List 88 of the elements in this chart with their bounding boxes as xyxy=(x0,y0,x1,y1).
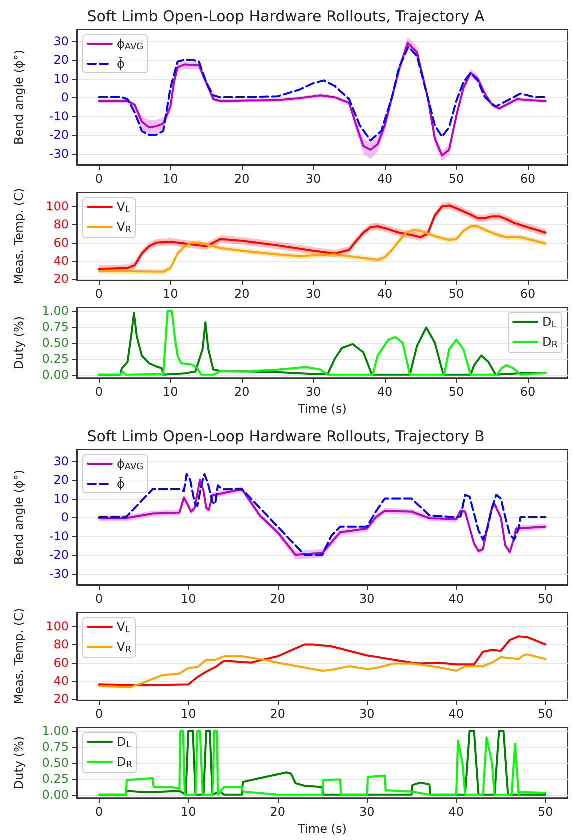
x-tick-label: 40 xyxy=(448,592,464,606)
y-tick-label: 0.00 xyxy=(42,788,69,802)
x-tick-label: 0 xyxy=(96,805,104,820)
x-tick-label: 30 xyxy=(359,707,375,721)
y-axis-title: Bend angle (ϕ°) xyxy=(12,470,26,566)
y-tick-label: 1.00 xyxy=(42,304,69,318)
x-tick-label: 30 xyxy=(306,385,322,400)
chart-title: Soft Limb Open-Loop Hardware Rollouts, Trajectory B xyxy=(87,428,485,446)
x-tick-label: 50 xyxy=(448,287,464,301)
y-tick-label: 80 xyxy=(54,218,69,232)
x-tick-label: 30 xyxy=(359,592,375,606)
y-tick-label: 80 xyxy=(54,638,69,652)
y-tick-label: 1.00 xyxy=(42,724,69,738)
x-axis-title: Time (s) xyxy=(297,402,347,416)
y-tick-label: -20 xyxy=(49,128,69,142)
y-axis-title: Duty (%) xyxy=(12,316,26,370)
y-tick-label: 60 xyxy=(54,236,69,250)
y-tick-label: -30 xyxy=(49,566,69,581)
y-tick-label: 0.50 xyxy=(42,336,69,350)
y-axis-title: Meas. Temp. (C) xyxy=(12,608,26,705)
x-tick-label: 10 xyxy=(162,287,178,301)
y-tick-label: -10 xyxy=(49,529,69,544)
legend-label: ϕ̄ xyxy=(117,476,125,491)
x-tick-label: 40 xyxy=(377,172,393,186)
legend-label: ϕ̄ xyxy=(117,56,125,71)
x-tick-label: 0 xyxy=(96,707,104,721)
y-tick-label: 0 xyxy=(61,90,69,104)
x-tick-label: 30 xyxy=(306,287,322,301)
y-tick-label: 40 xyxy=(54,674,69,688)
y-tick-label: 0 xyxy=(61,510,69,524)
x-axis-title: Time (s) xyxy=(297,822,347,836)
x-tick-label: 30 xyxy=(306,172,322,186)
x-tick-label: 60 xyxy=(520,385,536,400)
y-tick-label: 30 xyxy=(54,34,69,48)
y-tick-label: 100 xyxy=(46,200,69,214)
y-axis-title: Duty (%) xyxy=(12,736,26,790)
y-tick-label: -20 xyxy=(49,548,69,562)
y-tick-label: 0.75 xyxy=(42,740,69,754)
x-tick-label: 10 xyxy=(180,805,196,820)
x-tick-label: 0 xyxy=(95,172,103,186)
x-tick-label: 40 xyxy=(448,805,464,820)
y-tick-label: 20 xyxy=(54,53,69,67)
y-tick-label: -30 xyxy=(49,146,69,161)
x-tick-label: 0 xyxy=(96,592,104,606)
x-tick-label: 10 xyxy=(180,707,196,721)
x-tick-label: 10 xyxy=(162,385,178,400)
x-tick-label: 30 xyxy=(359,805,375,820)
x-tick-label: 50 xyxy=(448,385,464,400)
x-tick-label: 10 xyxy=(180,592,196,606)
x-tick-label: 50 xyxy=(538,707,554,721)
line-series xyxy=(98,636,547,686)
y-tick-label: 0.50 xyxy=(42,756,69,770)
x-tick-label: 0 xyxy=(95,385,103,400)
x-tick-label: 40 xyxy=(448,707,464,721)
y-tick-label: 0.25 xyxy=(42,772,69,786)
x-tick-label: 40 xyxy=(377,287,393,301)
y-tick-label: 0.25 xyxy=(42,352,69,366)
x-tick-label: 0 xyxy=(95,287,103,301)
x-tick-label: 20 xyxy=(234,287,250,301)
x-tick-label: 50 xyxy=(448,172,464,186)
y-tick-label: 100 xyxy=(46,620,69,634)
y-tick-label: 20 xyxy=(54,692,69,706)
x-tick-label: 60 xyxy=(520,172,536,186)
x-tick-label: 50 xyxy=(538,592,554,606)
x-tick-label: 50 xyxy=(538,805,554,820)
line-series xyxy=(98,654,547,688)
chart-title: Soft Limb Open-Loop Hardware Rollouts, Trajectory A xyxy=(87,8,486,26)
x-tick-label: 20 xyxy=(270,707,286,721)
x-tick-label: 20 xyxy=(234,172,250,186)
y-tick-label: 0.00 xyxy=(42,368,69,382)
y-axis-title: Bend angle (ϕ°) xyxy=(12,50,26,146)
y-tick-label: 30 xyxy=(54,454,69,468)
x-tick-label: 40 xyxy=(377,385,393,400)
y-tick-label: 20 xyxy=(54,473,69,487)
x-tick-label: 10 xyxy=(162,172,178,186)
x-tick-label: 20 xyxy=(270,805,286,820)
y-tick-label: 60 xyxy=(54,656,69,670)
y-tick-label: 10 xyxy=(54,72,69,86)
x-tick-label: 20 xyxy=(234,385,250,400)
y-tick-label: 40 xyxy=(54,254,69,268)
y-tick-label: 20 xyxy=(54,272,69,286)
x-tick-label: 60 xyxy=(520,287,536,301)
y-tick-label: 10 xyxy=(54,492,69,506)
y-axis-title: Meas. Temp. (C) xyxy=(12,188,26,285)
x-tick-label: 20 xyxy=(270,592,286,606)
line-series xyxy=(98,730,547,796)
y-tick-label: -10 xyxy=(49,109,69,124)
y-tick-label: 0.75 xyxy=(42,320,69,334)
